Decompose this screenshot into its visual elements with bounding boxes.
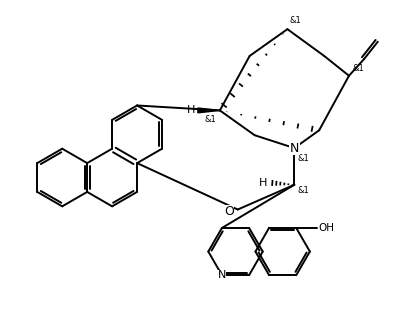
Text: &1: &1	[205, 115, 217, 124]
Text: &1: &1	[297, 186, 309, 195]
Text: O: O	[224, 205, 234, 218]
Text: OH: OH	[318, 223, 334, 233]
Polygon shape	[198, 108, 220, 113]
Text: N: N	[290, 141, 299, 155]
Text: &1: &1	[297, 154, 310, 163]
Text: &1: &1	[352, 64, 364, 72]
Text: H: H	[259, 178, 268, 188]
Text: N: N	[218, 270, 226, 280]
Text: H: H	[187, 106, 195, 115]
Text: &1: &1	[289, 16, 301, 25]
